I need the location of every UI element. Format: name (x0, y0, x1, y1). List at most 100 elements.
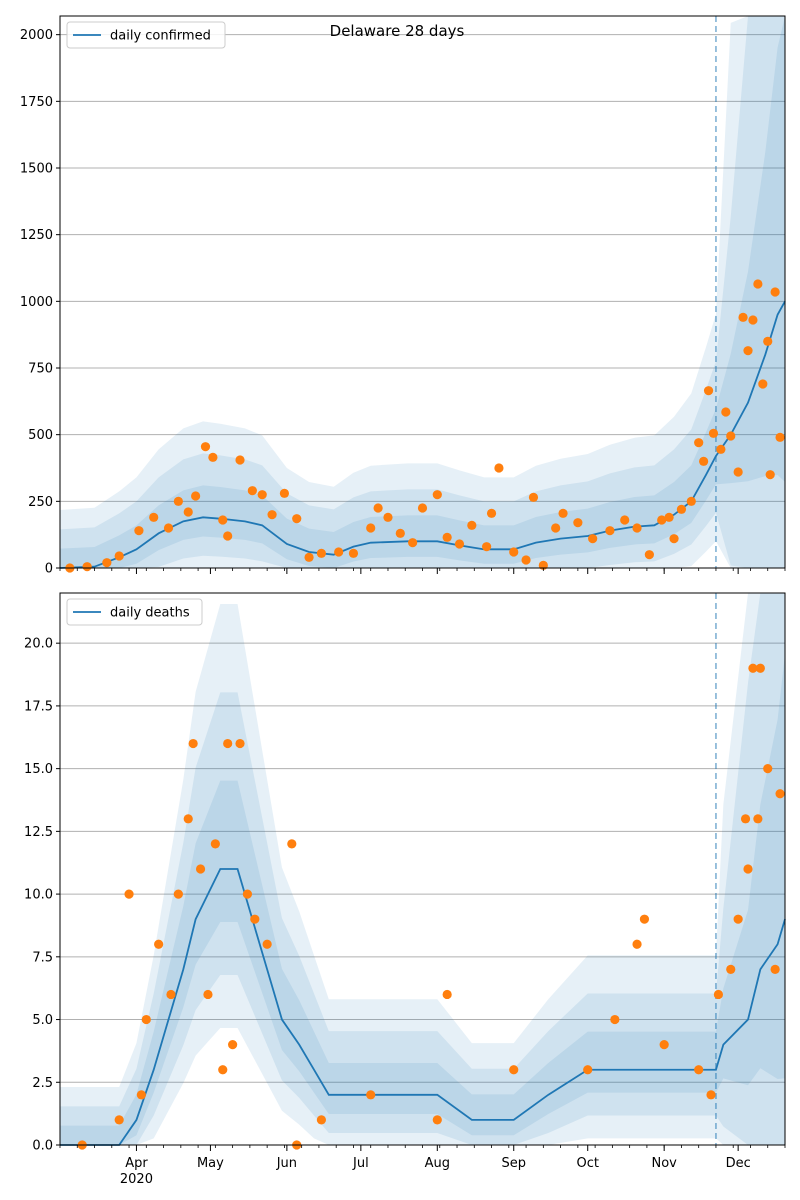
observed-point (763, 764, 773, 774)
observed-point (738, 312, 748, 322)
legend-label: daily confirmed (110, 29, 211, 44)
observed-point (726, 431, 736, 441)
observed-point (659, 1040, 669, 1050)
observed-point (223, 531, 233, 541)
observed-point (235, 455, 245, 465)
observed-point (82, 562, 92, 572)
observed-point (183, 814, 193, 824)
chart-title: Delaware 28 days (330, 22, 465, 40)
observed-point (482, 542, 492, 552)
observed-point (250, 914, 260, 924)
uncertainty-band (60, 16, 785, 568)
chart-panel-2: 0.0 2.5 5.0 7.5 10.0 12.5 15.0 17.5 20.0 Apr May Ju… (24, 592, 786, 1187)
observed-point (610, 1014, 620, 1025)
observed-point (316, 1115, 326, 1125)
observed-point (708, 428, 719, 438)
observed-point (775, 789, 785, 799)
observed-point (558, 508, 568, 518)
observed-point (432, 1115, 442, 1125)
x-tick-label: Aug (425, 1156, 450, 1171)
observed-point (102, 558, 112, 568)
observed-point (551, 523, 561, 533)
x-tick-label: Apr (125, 1156, 148, 1171)
observed-point (287, 839, 297, 849)
y-tick-label: 12.5 (24, 825, 53, 840)
observed-point (694, 1065, 704, 1075)
observed-point (292, 514, 302, 524)
observed-point (141, 1014, 151, 1025)
observed-point (242, 889, 253, 899)
observed-point (716, 444, 726, 454)
x-tick-label: Nov (651, 1156, 677, 1171)
observed-point (366, 1090, 376, 1100)
y-tick-label: 0 (45, 562, 53, 577)
uncertainty-band (60, 593, 785, 1145)
y-tick-label: 5.0 (32, 1013, 53, 1028)
observed-point (486, 508, 497, 518)
x-tick-label: Jul (352, 1156, 369, 1171)
observed-point (417, 503, 428, 513)
legend-label: daily deaths (110, 606, 190, 621)
observed-point (203, 989, 213, 1000)
observed-point (748, 663, 758, 673)
observed-point (442, 989, 452, 1000)
y-tick-label: 2.5 (32, 1076, 53, 1091)
y-tick-label: 2000 (20, 28, 53, 43)
observed-point (770, 287, 780, 297)
observed-point (620, 515, 630, 525)
observed-point (765, 470, 775, 480)
y-tick-label: 15.0 (24, 762, 53, 777)
chart-panel-1: 0 250 500 750 1000 1250 1500 1750 2000 Delaware 2… (20, 15, 786, 577)
observed-point (699, 456, 709, 466)
observed-point (208, 452, 218, 462)
observed-point (763, 336, 773, 346)
observed-point (383, 512, 393, 522)
x-tick-label: Dec (726, 1156, 751, 1171)
observed-point (366, 523, 376, 533)
observed-point (316, 548, 326, 558)
x-tick-label: Sep (501, 1156, 526, 1171)
observed-point (304, 552, 314, 562)
observed-point (509, 1065, 519, 1075)
observed-point (173, 889, 183, 899)
observed-point (408, 538, 418, 548)
observed-point (770, 964, 780, 974)
observed-point (494, 463, 504, 473)
legend-box (66, 21, 226, 49)
observed-point (195, 864, 206, 874)
observed-point (218, 1065, 228, 1075)
observed-point (114, 1115, 124, 1125)
observed-point (686, 496, 696, 506)
x-tick-label: May (197, 1156, 224, 1171)
y-tick-label: 250 (28, 495, 53, 510)
x-year-label: 2020 (120, 1172, 153, 1187)
observed-point (134, 526, 144, 536)
observed-point (262, 939, 272, 949)
observed-point (149, 512, 159, 522)
observed-point (183, 507, 193, 517)
observed-point (583, 1065, 593, 1075)
observed-point (743, 864, 753, 874)
y-tick-label: 750 (28, 362, 53, 377)
observed-point (733, 914, 743, 924)
observed-point (348, 548, 359, 558)
series-line-daily-deaths (60, 868, 786, 1146)
observed-point (703, 386, 714, 396)
observed-point (588, 534, 598, 544)
observed-point (154, 939, 164, 949)
y-tick-label: 1000 (20, 295, 53, 310)
y-tick-label: 500 (28, 428, 53, 443)
observed-point (743, 346, 753, 356)
uncertainty-band (60, 593, 785, 1145)
observed-point (373, 503, 383, 513)
observed-point (454, 539, 465, 549)
observed-point (136, 1090, 146, 1100)
observed-point (733, 467, 743, 477)
observed-point (657, 515, 667, 525)
observed-point (605, 526, 615, 536)
observed-point (210, 839, 220, 849)
observed-point (432, 490, 442, 500)
observed-point (163, 523, 174, 533)
observed-point (664, 512, 674, 522)
